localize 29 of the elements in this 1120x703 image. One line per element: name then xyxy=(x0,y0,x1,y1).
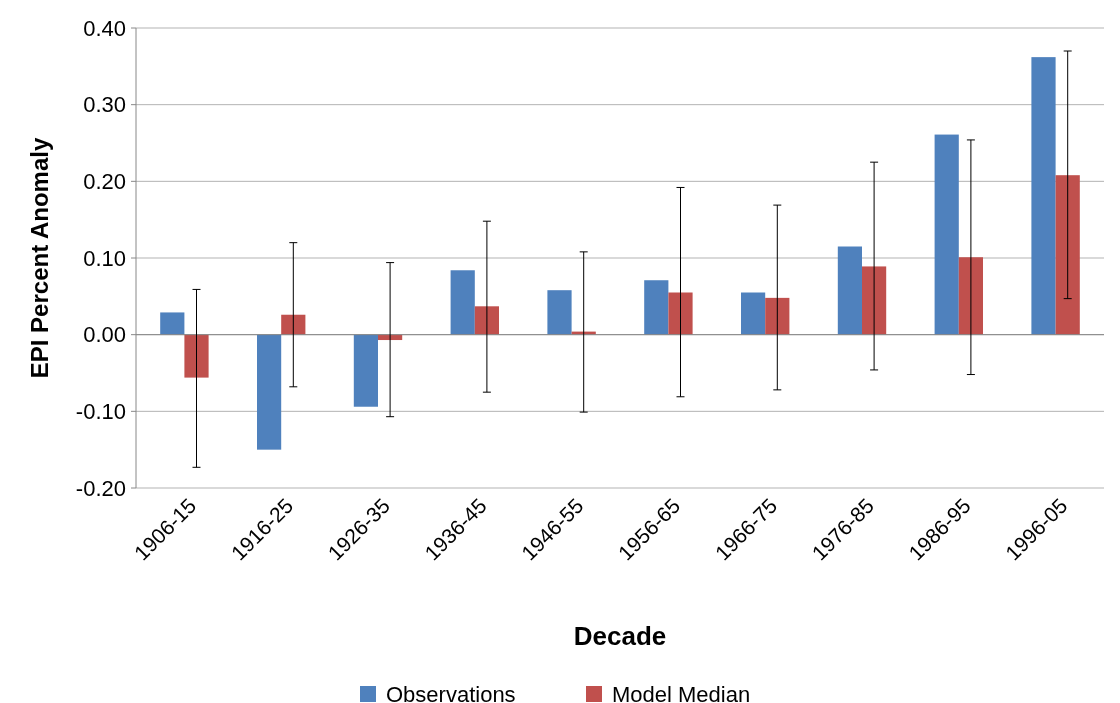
x-axis-title: Decade xyxy=(573,621,667,651)
bar xyxy=(958,257,983,335)
bar xyxy=(934,134,959,335)
bar xyxy=(668,292,693,335)
bar xyxy=(184,334,209,378)
y-tick-label: -0.10 xyxy=(75,399,126,425)
bar xyxy=(837,246,862,335)
bar xyxy=(160,312,185,335)
bar xyxy=(281,314,306,335)
y-tick-label: 0.00 xyxy=(83,322,126,348)
y-tick-label: 0.30 xyxy=(83,92,126,118)
bar xyxy=(1031,57,1056,335)
bar xyxy=(257,334,282,450)
y-tick-label: 0.10 xyxy=(83,245,126,271)
bar xyxy=(765,297,790,335)
bar xyxy=(547,290,572,335)
bar xyxy=(1055,175,1080,335)
y-axis-title: EPI Percent Anomaly xyxy=(26,137,53,379)
bar xyxy=(862,266,887,335)
bar xyxy=(644,280,669,335)
bar xyxy=(353,334,378,407)
bar xyxy=(450,270,475,335)
legend-label: Model Median xyxy=(612,681,751,703)
bar xyxy=(474,306,499,335)
y-tick-label: 0.40 xyxy=(83,15,126,41)
bar xyxy=(741,292,766,335)
legend-label: Observations xyxy=(386,681,516,703)
y-tick-label: 0.20 xyxy=(83,169,126,195)
y-tick-label: -0.20 xyxy=(75,475,126,501)
